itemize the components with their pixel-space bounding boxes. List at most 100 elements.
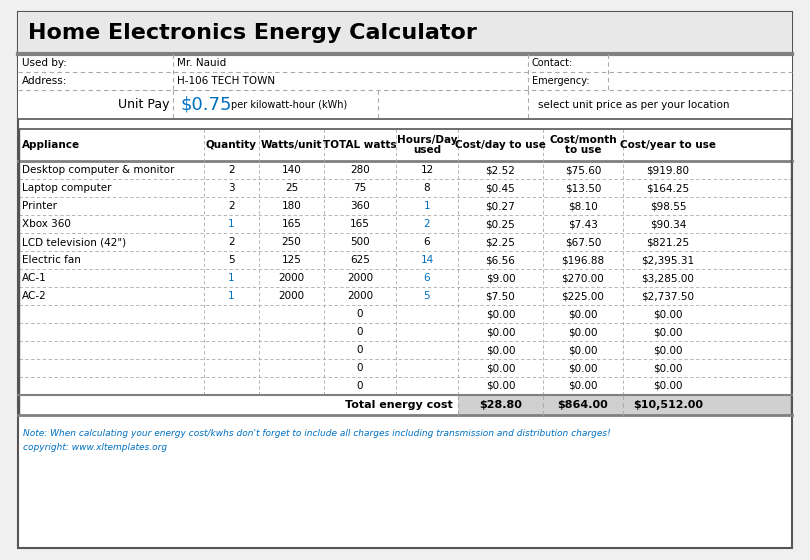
Text: $0.00: $0.00	[486, 345, 515, 355]
Text: $90.34: $90.34	[650, 219, 686, 229]
Text: Mr. Nauid: Mr. Nauid	[177, 58, 226, 68]
Bar	[19, 215, 791, 233]
Text: $0.00: $0.00	[486, 327, 515, 337]
Text: 2: 2	[228, 201, 235, 211]
Text: Contact:: Contact:	[532, 58, 573, 68]
Text: H-106 TECH TOWN: H-106 TECH TOWN	[177, 76, 275, 86]
Text: $0.00: $0.00	[653, 309, 683, 319]
Text: 25: 25	[285, 183, 298, 193]
Text: $0.27: $0.27	[486, 201, 515, 211]
Text: Cost/year to use: Cost/year to use	[620, 140, 716, 150]
Text: 360: 360	[350, 201, 370, 211]
Text: $2.52: $2.52	[485, 165, 515, 175]
Bar	[19, 305, 791, 323]
Bar	[458, 395, 791, 415]
Text: $270.00: $270.00	[561, 273, 604, 283]
Bar	[19, 359, 791, 377]
Text: TOTAL watts: TOTAL watts	[323, 140, 397, 150]
Bar	[19, 395, 791, 415]
Text: 75: 75	[353, 183, 367, 193]
Text: per kilowatt-hour (kWh): per kilowatt-hour (kWh)	[231, 100, 347, 110]
Text: $0.00: $0.00	[486, 309, 515, 319]
Text: 2000: 2000	[347, 273, 373, 283]
Text: $0.00: $0.00	[569, 381, 598, 391]
Bar	[19, 287, 791, 305]
Text: 625: 625	[350, 255, 370, 265]
Text: $3,285.00: $3,285.00	[642, 273, 694, 283]
Text: 5: 5	[228, 255, 235, 265]
Text: $9.00: $9.00	[486, 273, 515, 283]
Bar	[19, 233, 791, 251]
Text: Cost/month: Cost/month	[549, 135, 616, 145]
Text: 1: 1	[228, 273, 235, 283]
Text: $0.00: $0.00	[653, 381, 683, 391]
Bar	[19, 269, 791, 287]
Bar	[18, 54, 792, 119]
Text: $0.00: $0.00	[653, 327, 683, 337]
Text: $7.43: $7.43	[568, 219, 598, 229]
Text: $0.00: $0.00	[569, 345, 598, 355]
Bar	[19, 179, 791, 197]
Text: 0: 0	[356, 309, 363, 319]
Bar	[19, 197, 791, 215]
Bar	[19, 129, 791, 161]
Text: Watts/unit: Watts/unit	[261, 140, 322, 150]
Bar	[19, 341, 791, 359]
Text: $164.25: $164.25	[646, 183, 689, 193]
Bar	[19, 251, 791, 269]
Text: $8.10: $8.10	[568, 201, 598, 211]
Text: 0: 0	[356, 363, 363, 373]
Text: $0.00: $0.00	[569, 363, 598, 373]
Bar	[18, 12, 792, 54]
Text: Electric fan: Electric fan	[22, 255, 81, 265]
Text: LCD television (42"): LCD television (42")	[22, 237, 126, 247]
Text: 2000: 2000	[347, 291, 373, 301]
Text: 6: 6	[424, 273, 430, 283]
Text: 180: 180	[282, 201, 301, 211]
Text: $10,512.00: $10,512.00	[633, 400, 703, 410]
Text: 14: 14	[420, 255, 433, 265]
Text: 6: 6	[424, 237, 430, 247]
Text: $0.00: $0.00	[486, 381, 515, 391]
Text: 8: 8	[424, 183, 430, 193]
Text: $0.00: $0.00	[569, 327, 598, 337]
Text: 0: 0	[356, 345, 363, 355]
Text: $225.00: $225.00	[561, 291, 604, 301]
Text: $821.25: $821.25	[646, 237, 689, 247]
Text: Total energy cost: Total energy cost	[345, 400, 453, 410]
Text: Note: When calculating your energy cost/kwhs don't forget to include all charges: Note: When calculating your energy cost/…	[23, 429, 611, 438]
Text: 140: 140	[282, 165, 301, 175]
Text: 165: 165	[350, 219, 370, 229]
Text: Unit Pay: Unit Pay	[117, 98, 169, 111]
Text: AC-1: AC-1	[22, 273, 47, 283]
Text: 2000: 2000	[279, 273, 305, 283]
Text: select unit price as per your location: select unit price as per your location	[538, 100, 730, 110]
Text: 165: 165	[282, 219, 301, 229]
Text: $0.00: $0.00	[653, 363, 683, 373]
Text: $0.00: $0.00	[569, 309, 598, 319]
Text: $864.00: $864.00	[557, 400, 608, 410]
Text: 1: 1	[228, 291, 235, 301]
Text: 3: 3	[228, 183, 235, 193]
Text: 2: 2	[424, 219, 430, 229]
Text: 1: 1	[228, 219, 235, 229]
Text: $67.50: $67.50	[565, 237, 601, 247]
Text: Desktop computer & monitor: Desktop computer & monitor	[22, 165, 174, 175]
Text: 250: 250	[282, 237, 301, 247]
Text: $0.00: $0.00	[486, 363, 515, 373]
Text: $75.60: $75.60	[565, 165, 601, 175]
Text: 500: 500	[350, 237, 370, 247]
Text: Cost/day to use: Cost/day to use	[455, 140, 546, 150]
Text: Quantity: Quantity	[206, 140, 257, 150]
Text: $7.50: $7.50	[486, 291, 515, 301]
Bar	[19, 323, 791, 341]
Text: 2000: 2000	[279, 291, 305, 301]
Text: Hours/Day: Hours/Day	[397, 135, 458, 145]
Text: 5: 5	[424, 291, 430, 301]
Text: $0.25: $0.25	[486, 219, 515, 229]
Bar	[19, 377, 791, 395]
Bar	[19, 161, 791, 179]
Text: $196.88: $196.88	[561, 255, 604, 265]
Text: 1: 1	[424, 201, 430, 211]
Text: $919.80: $919.80	[646, 165, 689, 175]
